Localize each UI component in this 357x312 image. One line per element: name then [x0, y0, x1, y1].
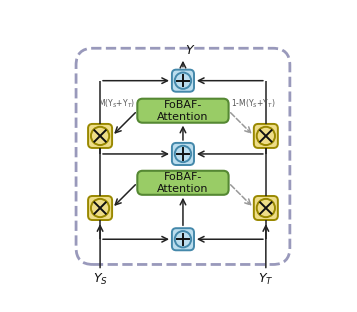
Text: Y$_S$: Y$_S$: [92, 272, 107, 287]
Circle shape: [175, 72, 191, 89]
FancyBboxPatch shape: [172, 228, 194, 250]
Text: FoBAF-
Attention: FoBAF- Attention: [157, 100, 209, 122]
Circle shape: [257, 199, 275, 217]
FancyBboxPatch shape: [137, 171, 228, 195]
Text: Y: Y: [185, 44, 193, 57]
FancyBboxPatch shape: [88, 124, 112, 148]
FancyBboxPatch shape: [88, 196, 112, 220]
Circle shape: [175, 231, 191, 247]
FancyBboxPatch shape: [137, 99, 228, 123]
Text: FoBAF-
Attention: FoBAF- Attention: [157, 172, 209, 194]
Text: 1-M(Y$_S$+Y$_T$): 1-M(Y$_S$+Y$_T$): [231, 97, 275, 110]
Text: M(Y$_S$+Y$_T$): M(Y$_S$+Y$_T$): [99, 97, 135, 110]
Circle shape: [175, 146, 191, 162]
Circle shape: [257, 127, 275, 145]
Text: Y$_T$: Y$_T$: [258, 272, 274, 287]
Circle shape: [91, 127, 109, 145]
FancyBboxPatch shape: [254, 196, 278, 220]
FancyBboxPatch shape: [172, 143, 194, 165]
Circle shape: [91, 199, 109, 217]
FancyBboxPatch shape: [172, 70, 194, 92]
FancyBboxPatch shape: [254, 124, 278, 148]
